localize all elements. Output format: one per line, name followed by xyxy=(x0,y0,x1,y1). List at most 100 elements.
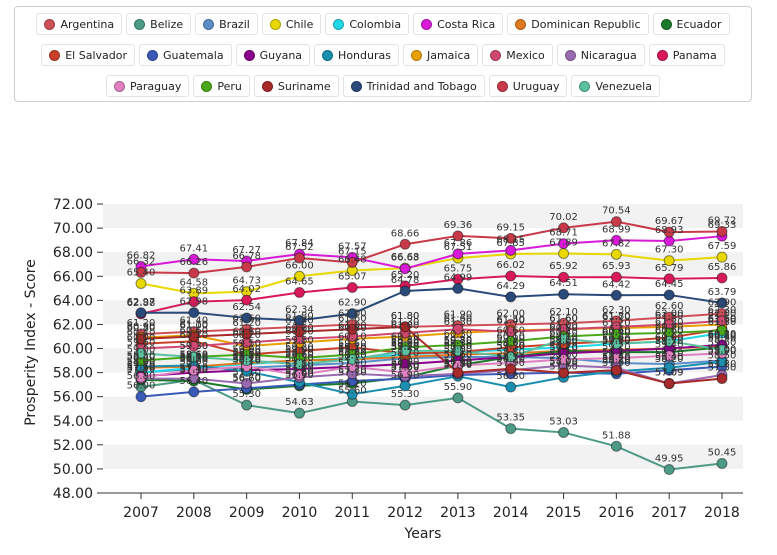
data-label: 58.70 xyxy=(285,348,314,359)
data-point xyxy=(716,324,728,336)
data-point xyxy=(399,238,411,250)
legend-label: Suriname xyxy=(277,79,331,93)
data-point xyxy=(610,289,622,301)
data-label: 57.60 xyxy=(549,361,578,372)
data-label: 59.30 xyxy=(496,341,525,352)
data-point xyxy=(293,314,305,326)
data-point xyxy=(241,294,253,306)
data-label: 59.20 xyxy=(602,342,631,353)
data-label: 54.63 xyxy=(285,397,314,408)
data-point xyxy=(610,364,622,376)
data-label: 58.90 xyxy=(708,346,737,357)
data-label: 58.60 xyxy=(444,349,473,360)
data-label: 59.90 xyxy=(496,334,525,345)
legend-item[interactable]: Belize xyxy=(126,13,192,35)
data-label: 59.30 xyxy=(179,341,208,352)
legend-item[interactable]: Guyana xyxy=(235,44,311,66)
data-label: 57.70 xyxy=(444,360,473,371)
legend-swatch-icon xyxy=(134,18,146,30)
series-line xyxy=(140,328,723,356)
data-label: 60.00 xyxy=(655,333,684,344)
data-label: 66.26 xyxy=(179,257,208,268)
series-line xyxy=(140,378,723,471)
legend-item[interactable]: Suriname xyxy=(253,75,339,97)
data-label: 62.00 xyxy=(655,308,684,319)
data-label: 66.02 xyxy=(496,260,525,271)
legend-item[interactable]: Nicaragua xyxy=(556,44,645,66)
legend-item[interactable]: Brazil xyxy=(195,13,258,35)
data-label: 57.50 xyxy=(179,363,208,374)
legend-swatch-icon xyxy=(49,49,61,61)
data-label: 59.70 xyxy=(444,336,473,347)
legend-item[interactable]: Paraguay xyxy=(106,75,190,97)
legend-item[interactable]: Honduras xyxy=(314,44,399,66)
data-label: 59.50 xyxy=(232,339,261,350)
legend-item[interactable]: Peru xyxy=(193,75,250,97)
y-tick-label: 72.00 xyxy=(53,197,93,213)
data-label: 60.60 xyxy=(655,325,684,336)
legend-swatch-icon xyxy=(579,80,591,92)
data-label: 59.20 xyxy=(391,342,420,353)
data-label: 58.00 xyxy=(549,357,578,368)
data-label: 61.00 xyxy=(179,320,208,331)
legend-item[interactable]: Jamaica xyxy=(402,44,479,66)
series-line xyxy=(140,323,723,348)
data-point xyxy=(188,296,200,308)
legend-item[interactable]: El Salvador xyxy=(41,44,135,66)
data-label: 62.30 xyxy=(708,305,737,316)
data-point xyxy=(452,367,464,379)
data-label: 60.10 xyxy=(708,331,737,342)
legend-item[interactable]: Dominican Republic xyxy=(507,13,649,35)
data-label: 60.20 xyxy=(179,330,208,341)
legend-item[interactable]: Mexico xyxy=(482,44,553,66)
data-label: 56.20 xyxy=(338,378,367,389)
series-line xyxy=(140,220,723,275)
x-tick-label: 2008 xyxy=(176,505,212,521)
data-label: 67.52 xyxy=(285,242,314,253)
legend-item[interactable]: Trinidad and Tobago xyxy=(342,75,485,97)
data-label: 61.60 xyxy=(338,313,367,324)
data-label: 65.20 xyxy=(391,270,420,281)
data-point xyxy=(558,333,570,345)
data-point xyxy=(399,321,411,333)
data-label: 66.00 xyxy=(285,260,314,271)
legend-label: Trinidad and Tobago xyxy=(366,79,477,93)
data-label: 61.40 xyxy=(179,316,208,327)
data-label: 59.70 xyxy=(444,336,473,347)
data-label: 68.93 xyxy=(655,225,684,236)
data-label: 67.30 xyxy=(655,245,684,256)
data-label: 65.40 xyxy=(127,268,156,279)
data-label: 64.45 xyxy=(655,279,684,290)
x-tick-label: 2015 xyxy=(546,505,582,521)
legend-item[interactable]: Ecuador xyxy=(652,13,730,35)
data-label: 58.30 xyxy=(285,353,314,364)
series-line xyxy=(140,325,723,385)
data-label: 57.80 xyxy=(285,359,314,370)
legend-item[interactable]: Argentina xyxy=(36,13,123,35)
data-point xyxy=(399,399,411,411)
legend-item[interactable]: Panama xyxy=(648,44,725,66)
legend-item[interactable]: Venezuela xyxy=(571,75,660,97)
data-label: 64.65 xyxy=(285,277,314,288)
data-point xyxy=(135,391,147,403)
data-point xyxy=(505,335,517,347)
data-point xyxy=(663,464,675,476)
data-point xyxy=(188,307,200,319)
legend-item[interactable]: Guatemala xyxy=(139,44,232,66)
legend-swatch-icon xyxy=(350,80,362,92)
data-label: 61.40 xyxy=(285,316,314,327)
series-markers xyxy=(135,216,728,476)
data-point xyxy=(452,323,464,335)
legend-item[interactable]: Colombia xyxy=(325,13,410,35)
data-label: 57.90 xyxy=(338,358,367,369)
data-label: 64.99 xyxy=(444,272,473,283)
legend-item[interactable]: Chile xyxy=(261,13,322,35)
data-point xyxy=(241,355,253,367)
legend-label: Venezuela xyxy=(595,79,652,93)
legend-label: Dominican Republic xyxy=(531,17,641,31)
legend-item[interactable]: Costa Rica xyxy=(413,13,504,35)
data-label: 59.80 xyxy=(444,335,473,346)
legend-item[interactable]: Uruguay xyxy=(488,75,568,97)
data-label: 59.30 xyxy=(496,341,525,352)
series-line xyxy=(141,364,723,385)
